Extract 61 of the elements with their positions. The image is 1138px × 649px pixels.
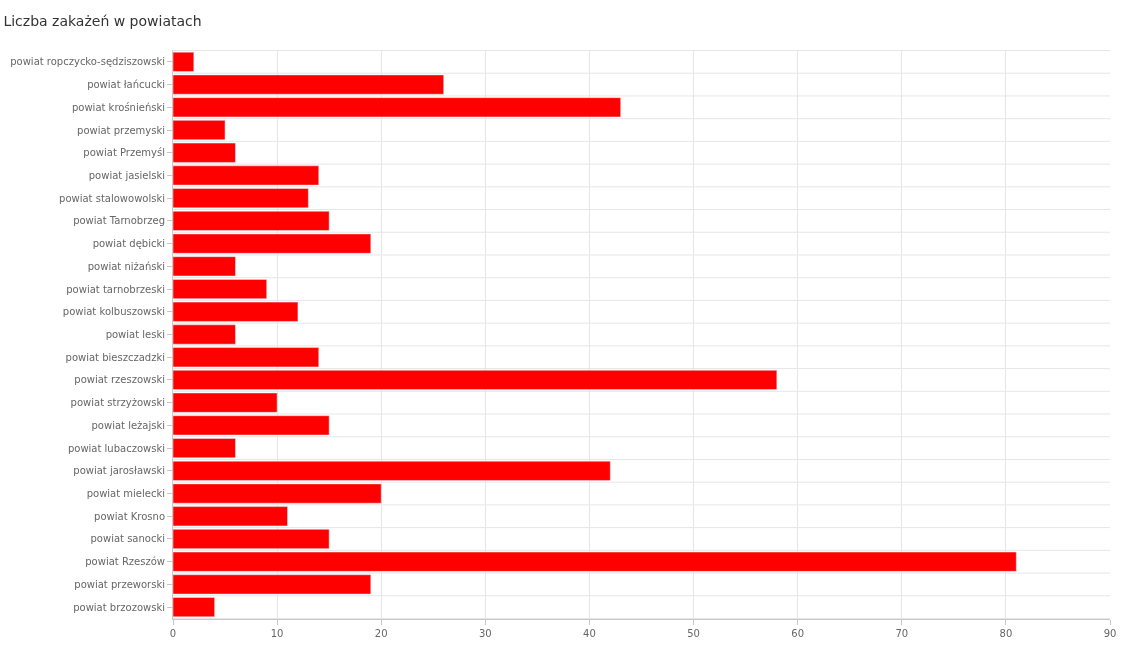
bar: [173, 415, 330, 436]
y-tick-label: powiat leski: [105, 329, 165, 340]
y-tick-label: powiat tarnobrzeski: [66, 283, 165, 295]
x-tick-label: 60: [791, 628, 805, 639]
y-tick-label: powiat przemyski: [77, 124, 165, 136]
x-tick-label: 30: [478, 628, 492, 639]
bar: [173, 460, 611, 481]
bar: [173, 233, 372, 254]
x-tick-label: 0: [169, 628, 177, 639]
bar: [173, 51, 195, 72]
y-tick-label: powiat Krosno: [94, 510, 165, 522]
bar: [173, 97, 621, 118]
y-tick-label: powiat strzyżowski: [70, 397, 165, 409]
y-tick-label: powiat stalowowolski: [59, 192, 165, 204]
bar: [173, 256, 236, 277]
x-tick-label: 80: [999, 628, 1013, 639]
x-tick-label: 20: [374, 628, 388, 639]
y-tick-label: powiat dębicki: [92, 238, 165, 250]
bar: [173, 438, 236, 459]
y-tick-label: powiat przeworski: [74, 578, 165, 590]
bar: [173, 574, 372, 595]
y-tick-label: powiat Przemyśl: [83, 147, 165, 159]
bar: [173, 165, 320, 186]
bar: [173, 347, 320, 368]
y-tick-label: powiat rzeszowski: [74, 374, 165, 386]
y-tick-label: powiat sanocki: [90, 533, 165, 545]
y-tick-label: powiat Rzeszów: [85, 556, 165, 568]
bar: [173, 483, 382, 504]
bar: [173, 142, 236, 163]
x-tick-label: 50: [687, 628, 700, 639]
y-tick-label: powiat ropczycko-sędziszowski: [10, 56, 165, 68]
x-tick-label: 10: [270, 628, 284, 639]
y-tick-label: powiat leżajski: [91, 419, 165, 431]
y-tick-label: powiat jarosławski: [73, 465, 165, 477]
bar: [173, 392, 278, 413]
y-tick-label: powiat jasielski: [88, 169, 165, 181]
x-tick-label: 90: [1103, 628, 1117, 639]
bar: [173, 74, 444, 95]
bar: [173, 551, 1017, 572]
y-tick-label: powiat kolbuszowski: [62, 306, 165, 318]
y-tick-label: powiat krośnieński: [71, 101, 165, 113]
bar: [173, 597, 215, 618]
bar: [173, 279, 267, 299]
bar: [173, 120, 226, 140]
y-tick-label: powiat łańcucki: [87, 79, 165, 91]
bar: [173, 210, 330, 231]
bar: [173, 324, 236, 345]
y-tick-label: powiat brzozowski: [73, 601, 165, 613]
y-tick-label: powiat Tarnobrzeg: [73, 215, 165, 227]
y-tick-label: powiat niżański: [87, 260, 165, 272]
chart-title: Liczba zakażeń w powiatach: [3, 13, 202, 30]
bar: [173, 529, 330, 549]
y-tick-label: powiat bieszczadzki: [65, 351, 165, 363]
bar: [173, 370, 778, 390]
y-tick-label: powiat lubaczowski: [67, 442, 165, 454]
x-tick-label: 70: [895, 628, 909, 639]
bar: [173, 188, 309, 209]
bar: [173, 506, 288, 527]
y-tick-label: powiat mielecki: [86, 488, 165, 500]
x-tick-label: 40: [583, 628, 596, 639]
bar: [173, 301, 299, 322]
